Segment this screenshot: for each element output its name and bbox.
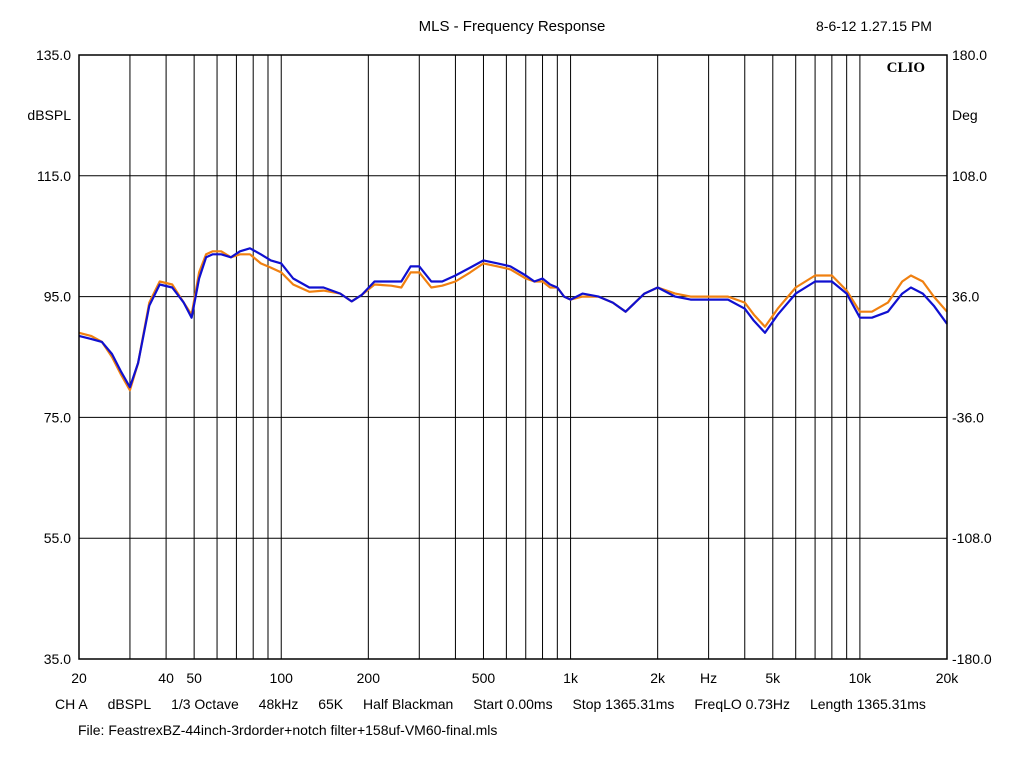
x-tick-label: 2k: [650, 670, 666, 686]
x-tick-label: 40: [158, 670, 174, 686]
chart-title: MLS - Frequency Response: [418, 18, 606, 35]
y2-tick-label: 108.0: [952, 168, 987, 184]
size-label: 65K: [318, 696, 344, 712]
axis-tick-labels: 20 50 100 200 500 1k 2k 5k 10k 20k 40 Hz 135.0 180.0 1…: [36, 47, 992, 686]
unit-label: dBSPL: [107, 696, 152, 712]
measurement-timestamp: 8-6-12 1.27.15 PM: [816, 18, 932, 34]
x-tick-label: 20k: [936, 670, 960, 686]
x-tick-label: Hz: [700, 670, 717, 686]
y2-tick-label: 36.0: [952, 289, 979, 305]
plot-frame: [78, 54, 948, 660]
chart-grid: [78, 54, 948, 660]
y2-tick-label: -180.0: [952, 651, 992, 667]
y-tick-label: 95.0: [44, 289, 71, 305]
y-axis-label: dBSPL: [27, 107, 71, 123]
smoothing-label: 1/3 Octave: [171, 696, 239, 712]
x-tick-label: 200: [357, 670, 381, 686]
y2-tick-label: -108.0: [952, 530, 992, 546]
series-line-2: [78, 247, 948, 389]
x-tick-label: 10k: [849, 670, 873, 686]
y2-tick-label: 180.0: [952, 47, 987, 63]
stop-label: Stop 1365.31ms: [572, 696, 675, 712]
length-label: Length 1365.31ms: [809, 696, 926, 712]
series-line-1: [78, 250, 948, 392]
x-tick-label: 5k: [765, 670, 781, 686]
series-layer: [78, 247, 948, 392]
clio-logo: CLIO: [887, 60, 925, 76]
y-tick-label: 35.0: [44, 651, 71, 667]
measurement-settings: CH A dBSPL 1/3 Octave 48kHz 65K Half Bla…: [55, 696, 926, 712]
y2-axis-label: Deg: [952, 107, 978, 123]
x-tick-label: 100: [270, 670, 294, 686]
y-tick-label: 135.0: [36, 47, 71, 63]
start-label: Start 0.00ms: [473, 696, 553, 712]
x-tick-label: 500: [472, 670, 496, 686]
sample-rate-label: 48kHz: [258, 696, 299, 712]
x-tick-label: 1k: [563, 670, 579, 686]
y-tick-label: 115.0: [37, 168, 71, 184]
y-tick-label: 55.0: [44, 530, 71, 546]
y2-tick-label: -36.0: [952, 409, 984, 425]
channel-label: CH A: [55, 696, 88, 712]
y-tick-label: 75.0: [44, 409, 71, 425]
file-name: File: FeastrexBZ-44inch-3rdorder+notch f…: [78, 722, 498, 738]
x-tick-label: 20: [71, 670, 87, 686]
x-tick-label: 50: [186, 670, 202, 686]
window-label: Half Blackman: [363, 696, 454, 712]
freqlo-label: FreqLO 0.73Hz: [694, 696, 791, 712]
